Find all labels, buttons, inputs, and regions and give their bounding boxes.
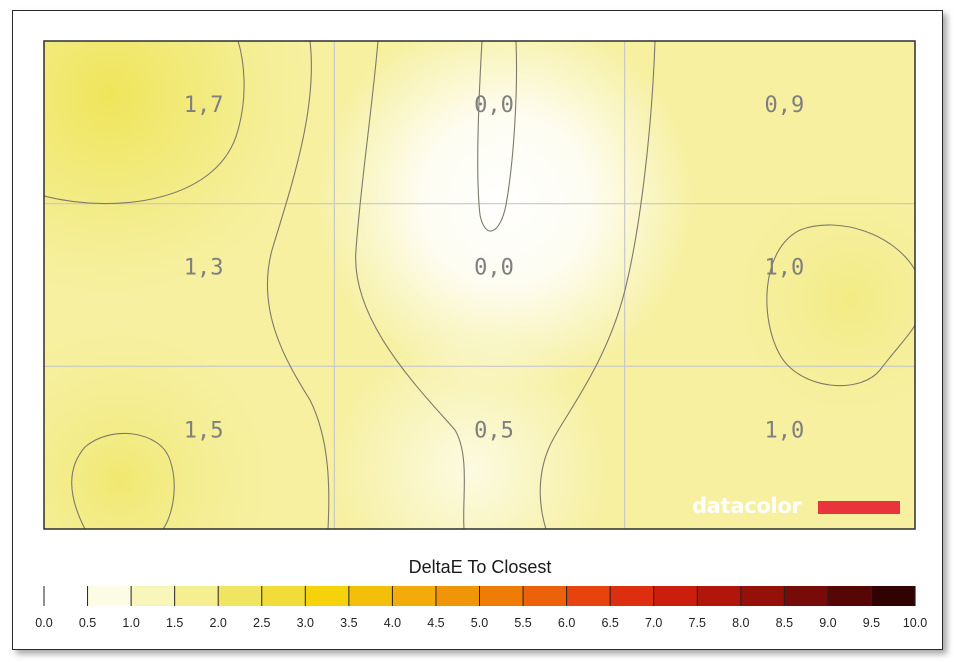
cell-value-r2-c2: 0,0 bbox=[474, 256, 514, 281]
colorbar-segment bbox=[871, 586, 916, 606]
contour-left-vertical bbox=[266, 41, 330, 529]
colorbar-tick-label: 4.5 bbox=[427, 616, 444, 630]
colorbar-segment bbox=[218, 586, 263, 606]
colorbar-segment bbox=[740, 586, 785, 606]
colorbar-tick-label: 7.5 bbox=[689, 616, 706, 630]
colorbar-tick-label: 6.5 bbox=[601, 616, 618, 630]
colorbar-tick-label: 10.0 bbox=[903, 616, 927, 630]
colorbar-title: DeltaE To Closest bbox=[409, 557, 552, 577]
cell-value-r1-c3: 0,9 bbox=[764, 93, 804, 118]
colorbar-tick-label: 9.0 bbox=[819, 616, 836, 630]
contour-top-left bbox=[44, 41, 245, 205]
colorbar-segment bbox=[610, 586, 655, 606]
colorbar-segment bbox=[261, 586, 306, 606]
contour-top-white bbox=[477, 41, 518, 232]
contour-bottom-left bbox=[71, 432, 175, 529]
colorbar-tick-label: 2.5 bbox=[253, 616, 270, 630]
colorbar-tick-label: 3.0 bbox=[297, 616, 314, 630]
cell-value-r2-c3: 1,0 bbox=[764, 256, 804, 281]
colorbar-segment bbox=[131, 586, 176, 606]
heatmap-surface bbox=[44, 41, 915, 529]
colorbar-segment bbox=[697, 586, 742, 606]
contour-right bbox=[766, 224, 915, 387]
plot-border bbox=[43, 40, 916, 530]
colorbar-segment bbox=[305, 586, 350, 606]
cell-value-r3-c2: 0,5 bbox=[474, 418, 514, 443]
colorbar-tick-label: 5.0 bbox=[471, 616, 488, 630]
cell-value-r3-c1: 1,5 bbox=[184, 418, 224, 443]
colorbar-tick-label: 0.5 bbox=[79, 616, 96, 630]
contour-lines bbox=[44, 41, 915, 529]
logo-accent-bar bbox=[818, 501, 900, 514]
colorbar-tick-label: 4.0 bbox=[384, 616, 401, 630]
colorbar-tick-label: 2.0 bbox=[210, 616, 227, 630]
colorbar-tick-label: 8.0 bbox=[732, 616, 749, 630]
colorbar-segment bbox=[174, 586, 219, 606]
cell-value-r1-c2: 0,0 bbox=[474, 93, 514, 118]
colorbar-tick-label: 8.5 bbox=[776, 616, 793, 630]
contour-center-right bbox=[539, 41, 656, 529]
colorbar-tick-label: 7.0 bbox=[645, 616, 662, 630]
cell-value-r2-c1: 1,3 bbox=[184, 256, 224, 281]
colorbar-tick-label: 1.5 bbox=[166, 616, 183, 630]
colorbar-tick-label: 1.0 bbox=[122, 616, 139, 630]
colorbar-segment bbox=[392, 586, 437, 606]
cell-value-r1-c1: 1,7 bbox=[184, 93, 224, 118]
colorbar-segment bbox=[784, 586, 829, 606]
colorbar-segment bbox=[523, 586, 568, 606]
colorbar-tick-label: 6.0 bbox=[558, 616, 575, 630]
colorbar-tick-label: 0.0 bbox=[35, 616, 52, 630]
colorbar-segment bbox=[348, 586, 393, 606]
logo-text: datacolor bbox=[692, 494, 803, 518]
datacolor-logo: datacolor bbox=[692, 494, 900, 518]
colorbar-segment bbox=[827, 586, 873, 606]
colorbar-segment bbox=[435, 586, 481, 606]
colorbar-segment bbox=[87, 586, 132, 606]
colorbar-segment bbox=[566, 586, 611, 606]
colorbar-segment bbox=[653, 586, 698, 606]
colorbar-tick-label: 3.5 bbox=[340, 616, 357, 630]
colorbar-segment bbox=[44, 586, 89, 606]
colorbar: 0.0 0.5 1.0 1.5 2.0 2.5 3.0 3.5 4.0 4.5 5.0 5.5 6.0 6… bbox=[35, 586, 927, 630]
cell-value-r3-c3: 1,0 bbox=[764, 418, 804, 443]
colorbar-tick-label: 5.5 bbox=[514, 616, 531, 630]
colorbar-tick-label: 9.5 bbox=[863, 616, 880, 630]
cell-labels: 1,7 0,0 0,9 1,3 0,0 1,0 1,5 0,5 1,0 bbox=[184, 93, 804, 443]
contour-center-left bbox=[355, 41, 465, 529]
colorbar-segment bbox=[479, 586, 524, 606]
